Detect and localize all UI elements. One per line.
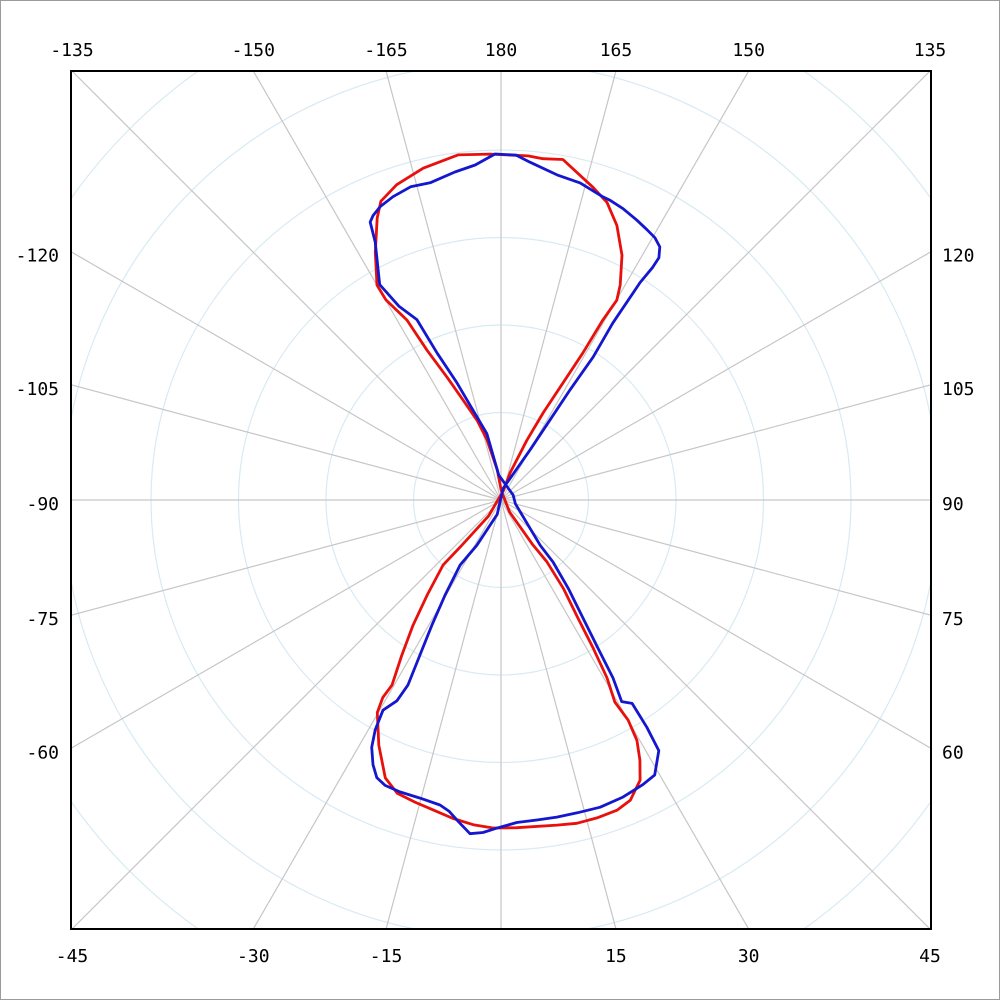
- polar-grid-ray: [500, 71, 931, 501]
- angle-label--135: -135: [50, 40, 93, 61]
- angle-label-60: 60: [942, 742, 964, 763]
- polar-grid-ray: [500, 499, 750, 929]
- blue-curve: [368, 152, 662, 836]
- angle-label-45: 45: [919, 946, 941, 967]
- angle-label-105: 105: [942, 379, 975, 400]
- red-curve: [373, 152, 642, 830]
- angle-label--105: -105: [16, 379, 59, 400]
- angle-label-120: 120: [942, 246, 975, 267]
- polar-grid-ray: [500, 384, 931, 501]
- angle-label--165: -165: [364, 40, 407, 61]
- polar-grid-ray: [500, 71, 750, 501]
- polar-grid-ray: [71, 499, 502, 616]
- angle-label-180: 180: [485, 40, 518, 61]
- polar-grid-ray: [500, 71, 617, 501]
- angle-label-135: 135: [914, 40, 947, 61]
- polar-grid-ray: [500, 499, 931, 929]
- angle-label-15: 15: [605, 946, 627, 967]
- angle-label-150: 150: [732, 40, 765, 61]
- angle-label--60: -60: [26, 742, 59, 763]
- polar-grid-ray: [500, 499, 931, 749]
- polar-grid-ray: [252, 499, 502, 929]
- polar-grid-ray: [252, 71, 502, 501]
- polar-grid-ray: [500, 251, 931, 501]
- polar-grid-ray: [385, 71, 502, 501]
- intensity-curves: [368, 152, 662, 836]
- angle-label--45: -45: [56, 946, 89, 967]
- angle-label--120: -120: [16, 246, 59, 267]
- angle-tick-labels: -135 -150 -165 180 165 150 135 120 105 90 75 60 45 30…: [16, 40, 975, 967]
- angle-label--15: -15: [370, 946, 403, 967]
- polar-grid-ray: [500, 499, 617, 929]
- angle-label-75: 75: [942, 609, 964, 630]
- angle-label-165: 165: [600, 40, 633, 61]
- angle-label-30: 30: [738, 946, 760, 967]
- polar-grid-ray: [500, 499, 931, 616]
- polar-grid-ray: [71, 499, 502, 749]
- angle-label-90: 90: [942, 494, 964, 515]
- polar-grid-ray: [71, 71, 502, 501]
- angle-label--30: -30: [237, 946, 270, 967]
- polar-grid-ray: [71, 499, 502, 929]
- polar-grid-ray: [71, 251, 502, 501]
- angle-label--90: -90: [26, 494, 59, 515]
- polar-grid-ray: [385, 499, 502, 929]
- polar-grid-ray: [71, 384, 502, 501]
- plot-border: [70, 70, 932, 930]
- angle-label--75: -75: [26, 609, 59, 630]
- angle-label--150: -150: [232, 40, 275, 61]
